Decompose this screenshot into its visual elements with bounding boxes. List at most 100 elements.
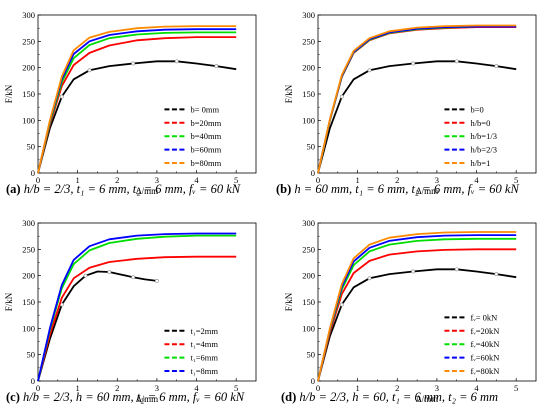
x-tick-label: 3: [155, 175, 159, 185]
y-tick-label: 200: [22, 63, 35, 73]
data-point: [87, 68, 92, 73]
legend-entry: t₁=2mm: [190, 326, 218, 336]
data-point: [339, 94, 344, 99]
data-point: [367, 276, 372, 281]
panel-label: (a): [6, 182, 24, 196]
plot-frame: [317, 222, 537, 382]
x-tick-label: 0: [36, 175, 40, 185]
y-tick-label: 300: [302, 218, 315, 228]
series-line: [317, 60, 517, 174]
data-point: [494, 64, 499, 68]
y-tick-label: 100: [302, 115, 315, 125]
data-point: [411, 61, 416, 66]
panel-caption: (c) h/b = 2/3, h = 60 mm, t₂ = 6 mm, fᵥ …: [6, 390, 245, 404]
x-tick-label: 2: [115, 175, 119, 185]
panel-caption-text: h = 60 mm, t₁ = 6 mm, t₂ = 6 mm, fᵥ = 60…: [294, 182, 519, 196]
x-tick-label: 3: [155, 383, 159, 393]
panel-label: (c): [6, 390, 23, 404]
y-tick-label: 0: [311, 376, 315, 386]
y-axis-label: F/kN: [4, 292, 14, 311]
legend-entry: b=80mm: [190, 158, 221, 168]
y-tick-label: 100: [302, 323, 315, 333]
x-tick-label: 0: [36, 383, 40, 393]
x-tick-label: 2: [115, 383, 119, 393]
y-tick-label: 200: [22, 271, 35, 281]
legend-entry: h/b=1: [470, 158, 490, 168]
x-tick-label: 5: [234, 175, 238, 185]
x-tick-label: 4: [474, 175, 479, 185]
y-axis-label: F/kN: [284, 292, 294, 311]
y-tick-label: 200: [302, 63, 315, 73]
x-tick-label: 3: [435, 175, 439, 185]
y-tick-label: 150: [22, 89, 35, 99]
x-tick-label: 4: [194, 383, 199, 393]
data-point: [59, 94, 64, 99]
legend-entry: h/b=0: [470, 118, 490, 128]
y-tick-label: 150: [302, 297, 315, 307]
legend-entry: fᵥ=20kN: [470, 326, 499, 336]
y-tick-label: 150: [22, 297, 35, 307]
panel-caption: (d) h/b = 2/3, h = 60, t₁ = 6 mm, t₂ = 6…: [281, 390, 498, 404]
y-tick-label: 300: [302, 10, 315, 20]
x-tick-label: 2: [395, 383, 399, 393]
legend-entry: fᵥ=80kN: [470, 366, 499, 376]
data-point: [131, 275, 136, 280]
y-tick-label: 300: [22, 218, 35, 228]
y-tick-label: 50: [307, 142, 316, 152]
panel-caption-text: h/b = 2/3, h = 60 mm, t₂ = 6 mm, fᵥ = 60…: [23, 390, 245, 404]
panel-caption-text: h/b = 2/3, t₁ = 6 mm, t₂ = 6 mm, fᵥ = 60…: [24, 182, 241, 196]
chart-panel: 0 1 2 3 4 5050100150200250300Δ/mmF/kNt₁=2mmt₁…: [4, 218, 257, 404]
y-tick-label: 100: [22, 115, 35, 125]
y-axis-label: F/kN: [4, 84, 14, 103]
series-line: [37, 25, 237, 174]
legend-entry: h/b=1/3: [470, 131, 497, 141]
panel-caption: (b) h = 60 mm, t₁ = 6 mm, t₂ = 6 mm, fᵥ …: [276, 182, 519, 196]
y-tick-label: 250: [302, 244, 315, 254]
panel-label: (b): [276, 182, 294, 196]
y-tick-label: 0: [311, 168, 315, 178]
x-tick-label: 4: [194, 175, 199, 185]
series-line: [37, 232, 237, 382]
y-tick-label: 250: [22, 36, 35, 46]
data-point: [155, 279, 159, 283]
legend-entry: fᵥ=40kN: [470, 339, 499, 349]
panel-label: (d): [281, 390, 299, 404]
x-tick-label: 3: [435, 383, 439, 393]
legend-entry: h/b=2/3: [470, 145, 497, 155]
y-tick-label: 100: [22, 323, 35, 333]
data-point: [83, 273, 88, 278]
plot-frame: [37, 222, 257, 382]
y-tick-label: 0: [31, 376, 35, 386]
x-tick-label: 2: [395, 175, 399, 185]
x-tick-label: 1: [76, 175, 80, 185]
legend-entry: b=0: [470, 104, 483, 114]
legend-entry: fᵥ= 0kN: [470, 312, 497, 322]
x-tick-label: 0: [316, 383, 320, 393]
x-tick-label: 1: [76, 383, 80, 393]
data-point: [174, 59, 179, 64]
data-point: [131, 61, 136, 66]
y-tick-label: 250: [302, 36, 315, 46]
y-axis-label: F/kN: [284, 84, 294, 103]
y-tick-label: 250: [22, 244, 35, 254]
data-point: [411, 269, 416, 274]
y-tick-label: 300: [22, 10, 35, 20]
series-line: [317, 248, 517, 382]
y-tick-label: 200: [302, 271, 315, 281]
y-tick-label: 150: [302, 89, 315, 99]
y-tick-label: 50: [27, 350, 36, 360]
data-point: [339, 302, 344, 307]
legend-entry: b=60mm: [190, 145, 221, 155]
plot-frame: [317, 14, 537, 174]
legend-entry: t₁=4mm: [190, 339, 218, 349]
legend-entry: b= 0mm: [190, 104, 219, 114]
series-line: [317, 268, 517, 382]
x-tick-label: 4: [474, 383, 479, 393]
data-point: [367, 68, 372, 73]
series-line: [317, 24, 517, 174]
series-line: [37, 255, 237, 382]
x-tick-label: 5: [514, 175, 518, 185]
legend-entry: t₁=8mm: [190, 366, 218, 376]
